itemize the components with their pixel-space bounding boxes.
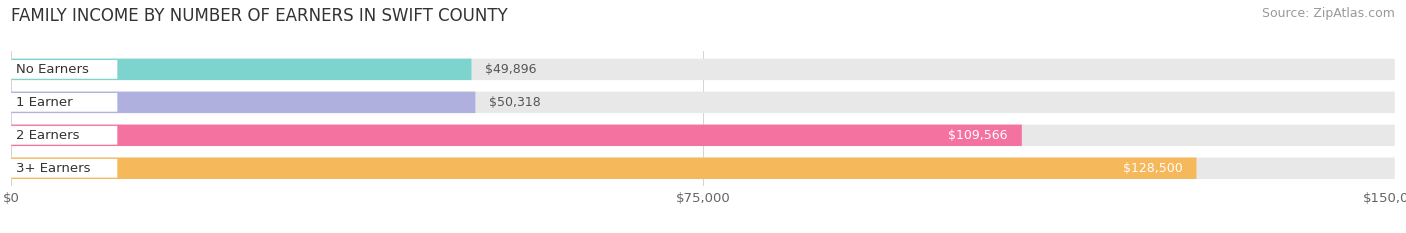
Text: $109,566: $109,566 (949, 129, 1008, 142)
FancyBboxPatch shape (11, 158, 1197, 179)
Text: 3+ Earners: 3+ Earners (15, 162, 90, 175)
FancyBboxPatch shape (11, 125, 1022, 146)
FancyBboxPatch shape (11, 59, 471, 80)
Text: FAMILY INCOME BY NUMBER OF EARNERS IN SWIFT COUNTY: FAMILY INCOME BY NUMBER OF EARNERS IN SW… (11, 7, 508, 25)
FancyBboxPatch shape (1, 159, 117, 178)
FancyBboxPatch shape (1, 126, 117, 145)
Text: Source: ZipAtlas.com: Source: ZipAtlas.com (1261, 7, 1395, 20)
FancyBboxPatch shape (11, 92, 475, 113)
FancyBboxPatch shape (11, 59, 1395, 80)
FancyBboxPatch shape (11, 92, 1395, 113)
FancyBboxPatch shape (1, 60, 117, 79)
Text: $128,500: $128,500 (1123, 162, 1182, 175)
FancyBboxPatch shape (11, 125, 1395, 146)
Text: No Earners: No Earners (15, 63, 89, 76)
FancyBboxPatch shape (11, 158, 1395, 179)
Text: 1 Earner: 1 Earner (15, 96, 73, 109)
Text: $50,318: $50,318 (489, 96, 541, 109)
Text: 2 Earners: 2 Earners (15, 129, 79, 142)
Text: $49,896: $49,896 (485, 63, 537, 76)
FancyBboxPatch shape (1, 93, 117, 112)
